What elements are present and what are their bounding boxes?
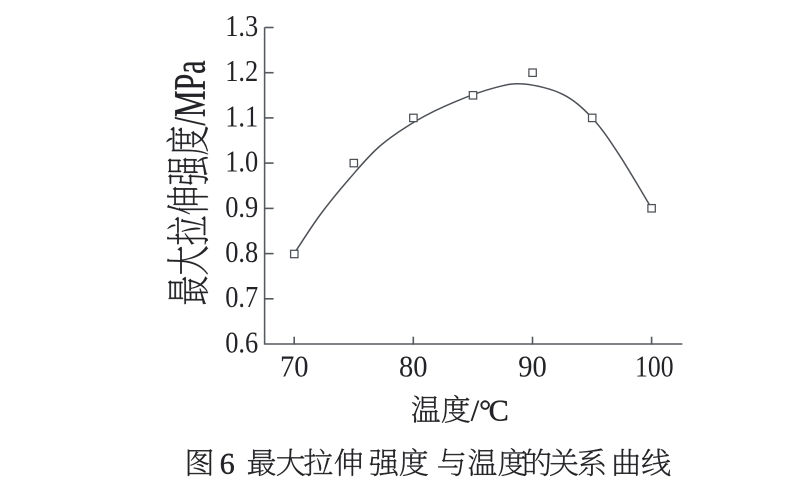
- svg-text:70: 70: [280, 349, 309, 384]
- svg-text:1.1: 1.1: [225, 98, 258, 133]
- svg-text:1.3: 1.3: [225, 8, 258, 43]
- svg-text:0.6: 0.6: [225, 324, 258, 359]
- svg-text:1.0: 1.0: [225, 144, 258, 179]
- svg-text:0.8: 0.8: [225, 234, 258, 269]
- svg-text:0.9: 0.9: [225, 189, 258, 224]
- svg-text:90: 90: [518, 349, 547, 384]
- svg-text:100: 100: [635, 349, 674, 384]
- svg-text:1.2: 1.2: [225, 53, 258, 88]
- svg-text:80: 80: [399, 349, 428, 384]
- svg-text:0.7: 0.7: [225, 279, 258, 314]
